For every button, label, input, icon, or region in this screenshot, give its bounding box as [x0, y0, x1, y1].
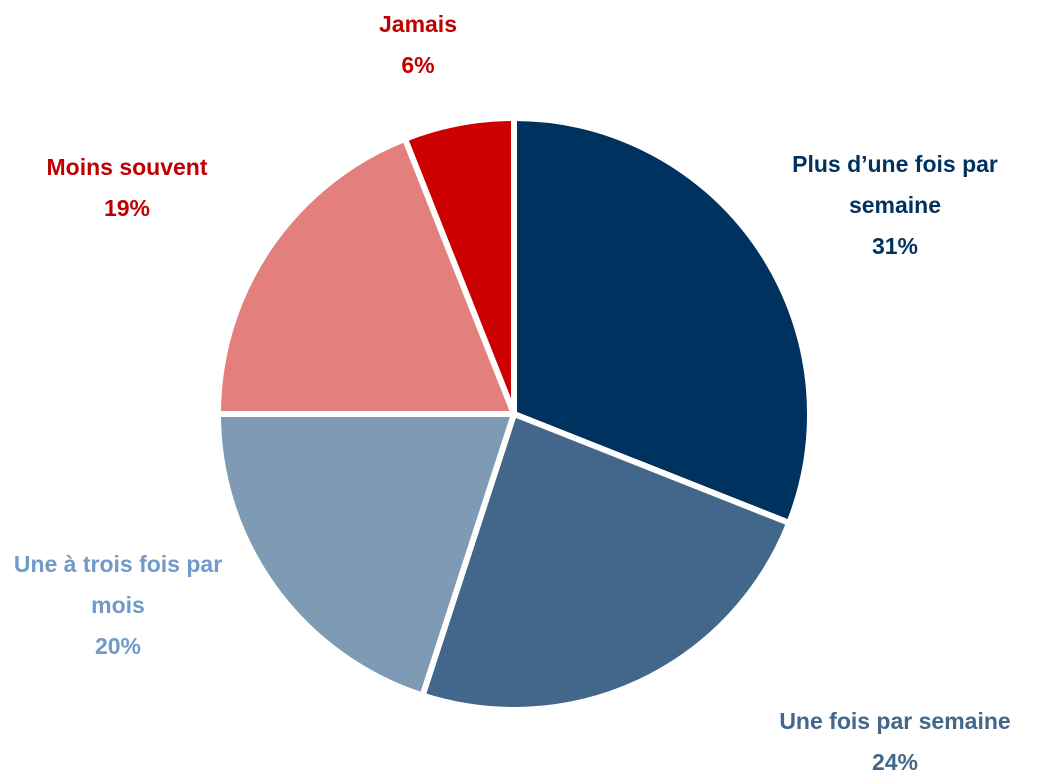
value-label: 20%	[94, 633, 142, 659]
slice-label: Une fois par semaine 24%	[730, 701, 1049, 777]
category-label: Moins souvent	[46, 154, 208, 180]
pie-slice	[215, 411, 517, 699]
category-label: Une fois par semaine	[779, 708, 1011, 734]
pie-slice	[402, 115, 517, 417]
category-label: Jamais	[378, 11, 457, 37]
pie-slice	[419, 411, 793, 713]
category-label: Plus d’une fois par semaine	[792, 151, 998, 218]
slice-label: Moins souvent 19%	[0, 147, 257, 229]
value-label: 31%	[871, 233, 919, 259]
slice-label: Une à trois fois par mois 20%	[3, 544, 233, 667]
value-label: 19%	[103, 195, 151, 221]
pie-slice	[215, 135, 517, 417]
category-label: Une à trois fois par mois	[13, 551, 223, 618]
slice-label: Jamais 6%	[338, 4, 498, 86]
value-label: 24%	[871, 749, 919, 775]
slice-label: Plus d’une fois par semaine 31%	[770, 144, 1020, 267]
pie-slice	[511, 115, 813, 526]
value-label: 6%	[401, 52, 435, 78]
